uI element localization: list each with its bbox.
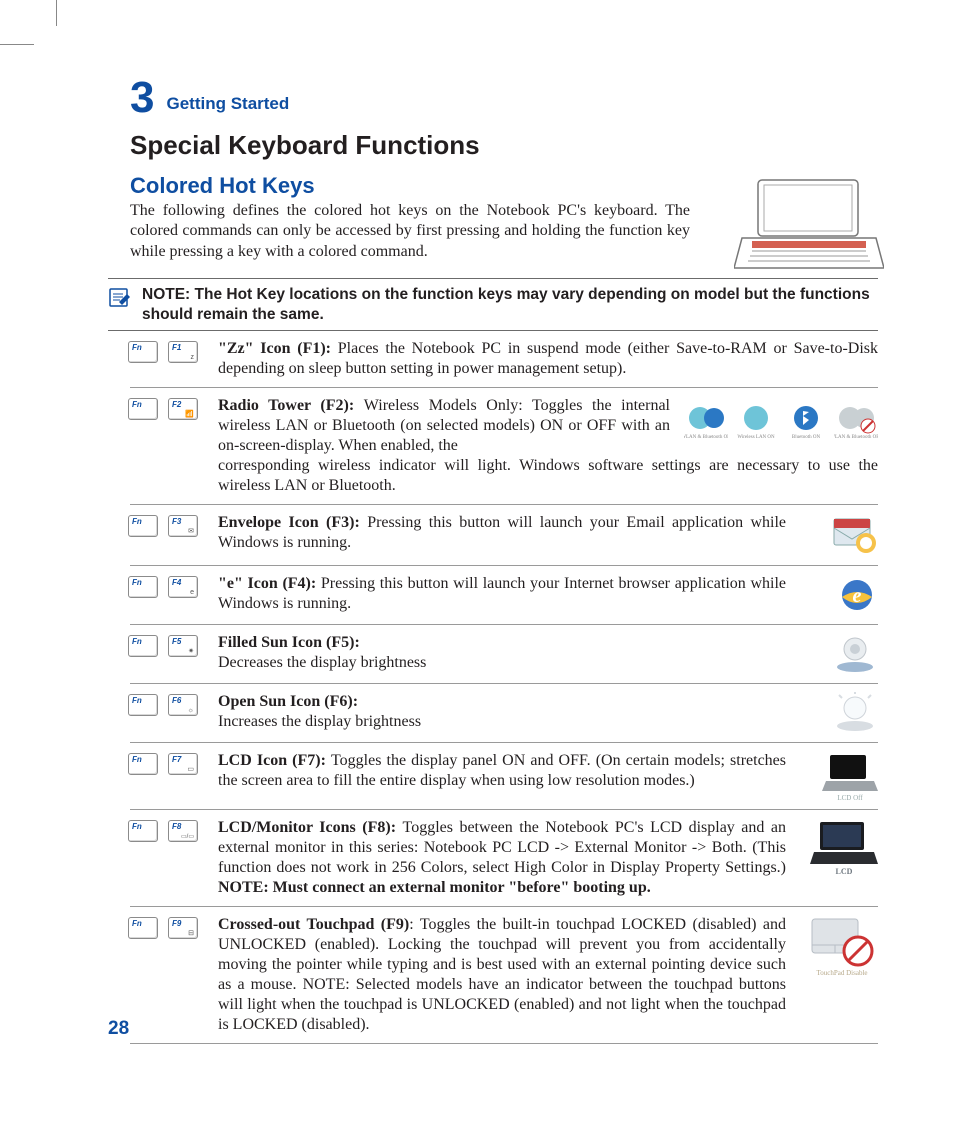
- hotkey-row-f7: Fn F7▭ LCD Icon (F7): Toggles the displa…: [130, 743, 878, 810]
- hotkey-desc: Crossed-out Touchpad (F9): Toggles the b…: [218, 915, 786, 1035]
- fn-key-icon: Fn: [128, 753, 158, 775]
- note-block: NOTE: The Hot Key locations on the funct…: [108, 278, 878, 331]
- hotkey-desc: Envelope Icon (F3): Pressing this button…: [218, 513, 786, 553]
- f7-key-icon: F7▭: [168, 753, 198, 775]
- f1-key-icon: F1z: [168, 341, 198, 363]
- lcd-off-icon: LCD Off: [822, 751, 878, 801]
- fn-key-icon: Fn: [128, 576, 158, 598]
- note-text: NOTE: The Hot Key locations on the funct…: [142, 285, 878, 324]
- svg-text:Wireless LAN ON: Wireless LAN ON: [737, 435, 775, 440]
- fn-key-icon: Fn: [128, 820, 158, 842]
- svg-text:Bluetooth ON: Bluetooth ON: [792, 435, 821, 440]
- hotkey-row-f3: Fn F3✉ Envelope Icon (F3): Pressing this…: [130, 505, 878, 566]
- f8-key-icon: F8▭/▭: [168, 820, 198, 842]
- f9-key-icon: F9⊟: [168, 917, 198, 939]
- fn-key-icon: Fn: [128, 635, 158, 657]
- svg-text:WLAN & Bluetooth ON: WLAN & Bluetooth ON: [684, 435, 728, 440]
- hotkey-desc: Open Sun Icon (F6):Increases the display…: [218, 692, 786, 732]
- hotkey-desc: "e" Icon (F4): Pressing this button will…: [218, 574, 786, 614]
- fn-key-icon: Fn: [128, 398, 158, 420]
- f2-key-icon: F2📶: [168, 398, 198, 420]
- hotkey-row-f1: Fn F1z "Zz" Icon (F1): Places the Notebo…: [130, 331, 878, 388]
- svg-text:LCD Off: LCD Off: [837, 794, 863, 801]
- svg-text:WLAN & Bluetooth OFF: WLAN & Bluetooth OFF: [834, 435, 878, 440]
- svg-text:e: e: [853, 585, 862, 607]
- fn-key-icon: Fn: [128, 341, 158, 363]
- f6-key-icon: F6☼: [168, 694, 198, 716]
- svg-text:TouchPad Disable: TouchPad Disable: [816, 969, 867, 977]
- laptop-keyboard-icon: [734, 176, 884, 276]
- brightness-down-icon: [832, 633, 878, 675]
- f4-key-icon: F4e: [168, 576, 198, 598]
- fn-key-icon: Fn: [128, 917, 158, 939]
- wireless-status-icons: WLAN & Bluetooth ON Wireless LAN ON Blue…: [684, 396, 878, 456]
- hotkey-row-f8: Fn F8▭/▭ LCD/Monitor Icons (F8): Toggles…: [130, 810, 878, 907]
- page-number: 28: [108, 1018, 129, 1042]
- hotkey-row-f5: Fn F5✷ Filled Sun Icon (F5):Decreases th…: [130, 625, 878, 684]
- hotkey-row-f6: Fn F6☼ Open Sun Icon (F6):Increases the …: [130, 684, 878, 743]
- touchpad-disable-icon: TouchPad Disable: [806, 915, 878, 979]
- f5-key-icon: F5✷: [168, 635, 198, 657]
- hotkey-row-f2: Fn F2📶 Radio Tower (F2): Wireless Models…: [130, 388, 878, 505]
- f3-key-icon: F3✉: [168, 515, 198, 537]
- svg-text:LCD: LCD: [836, 867, 853, 876]
- laptop-lcd-icon: LCD: [810, 818, 878, 876]
- hotkey-desc: Filled Sun Icon (F5):Decreases the displ…: [218, 633, 786, 673]
- fn-key-icon: Fn: [128, 694, 158, 716]
- brightness-up-icon: [832, 692, 878, 734]
- ie-browser-icon: e: [836, 574, 878, 616]
- hotkey-desc: "Zz" Icon (F1): Places the Notebook PC i…: [218, 339, 878, 379]
- note-pencil-icon: [108, 285, 132, 309]
- fn-key-icon: Fn: [128, 515, 158, 537]
- hotkey-desc: LCD/Monitor Icons (F8): Toggles between …: [218, 818, 786, 898]
- chapter-title: Getting Started: [166, 94, 289, 120]
- intro-paragraph: The following defines the colored hot ke…: [130, 201, 690, 262]
- crop-mark: [0, 44, 34, 45]
- hotkey-desc: LCD Icon (F7): Toggles the display panel…: [218, 751, 786, 791]
- mail-app-icon: [830, 513, 878, 557]
- page-title: Special Keyboard Functions: [130, 130, 878, 161]
- crop-mark: [56, 0, 57, 26]
- hotkey-row-f9: Fn F9⊟ Crossed-out Touchpad (F9): Toggle…: [130, 907, 878, 1044]
- chapter-heading: 3 Getting Started: [130, 76, 878, 120]
- hotkey-row-f4: Fn F4e "e" Icon (F4): Pressing this butt…: [130, 566, 878, 625]
- hotkey-desc: Radio Tower (F2): Wireless Models Only: …: [218, 396, 878, 496]
- chapter-number: 3: [130, 76, 154, 120]
